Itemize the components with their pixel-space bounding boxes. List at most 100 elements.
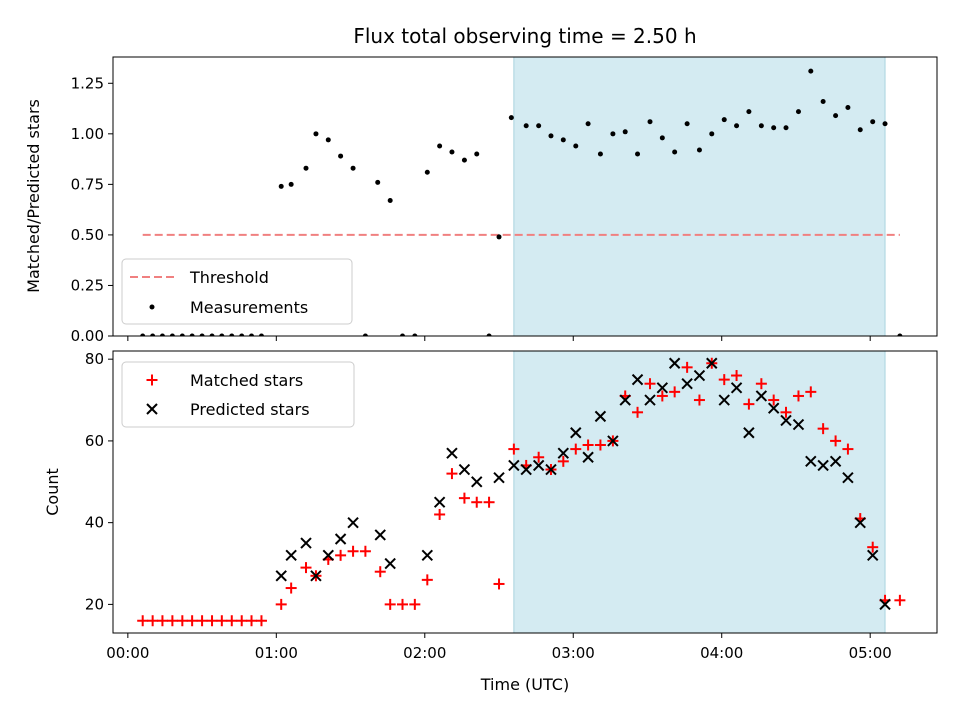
matched-star-point [397,598,409,610]
predicted-star-point [829,455,842,468]
matched-star-point [842,443,854,455]
predicted-star-point [681,377,693,390]
measurement-point [179,333,185,336]
predicted-star-point [508,459,520,472]
measurement-point [808,68,814,74]
bottom-y-axis-label: Count [43,468,62,516]
matched-star-point [186,615,198,627]
legend: Matched stars Predicted stars [121,361,355,428]
matched-star-point [780,406,792,418]
measurement-point [709,131,715,137]
predicted-star-point [384,557,396,570]
count-panel: 20 40 60 80 00:00 01:00 02:00 03:00 04:00 05:00 Ma… [85,350,938,662]
y-tick-label: 0.00 [71,327,104,345]
matched-star-point [894,594,906,606]
measurement-point [219,333,225,336]
predicted-star-point [334,533,347,545]
matched-star-point [206,615,218,627]
measurement-point [437,143,443,149]
measurement-point [833,113,839,119]
legend-box [121,361,355,428]
measurement-point [560,137,566,143]
matched-star-point [421,574,433,586]
measurement-point [734,123,740,129]
measurement-point [189,333,195,336]
matched-star-point [374,566,386,578]
y-tick-label: 0.25 [71,276,104,294]
predicted-star-point [594,410,607,423]
measurement-point [771,125,777,131]
measurement-point [313,131,319,137]
predicted-star-point [557,447,570,459]
x-axis-label: Time (UTC) [480,675,569,694]
matched-star-point [817,423,829,435]
legend-label-matched: Matched stars [190,371,303,390]
measurement-point [659,135,665,141]
measurement-point [258,333,264,336]
predicted-star-point [817,459,829,472]
matched-star-point [681,361,693,373]
predicted-star-point [668,357,681,369]
predicted-star-point [493,471,505,484]
measurement-point [585,121,591,127]
measurement-point [795,109,801,115]
matched-star-point [557,455,569,467]
measurement-point [635,151,641,157]
predicted-star-point [730,382,743,394]
predicted-star-point [300,537,312,549]
legend-box [121,258,353,325]
measurement-point [882,121,888,127]
matched-star-point [147,615,159,627]
measurement-point [229,333,235,336]
measurement-point [897,333,903,336]
matched-star-point [236,615,248,627]
measurement-point [199,333,205,336]
predicted-star-point [347,516,359,529]
matched-star-point [285,582,297,594]
matched-star-point [458,492,470,504]
predicted-star-point [693,369,706,382]
matched-star-point [434,508,446,520]
axes-frame [112,350,938,634]
predicted-star-point [755,390,768,402]
matched-star-point [533,451,545,463]
predicted-star-point [421,549,434,562]
measurement-point [400,333,406,336]
chart-title: Flux total observing time = 2.50 h [353,24,696,48]
measurement-point [684,121,690,127]
predicted-star-point [582,451,594,463]
predicted-star-point [322,549,334,562]
measurement-point [622,129,628,135]
measurement-point [278,183,284,189]
measurement-point [424,169,430,175]
measurement-point [496,234,502,240]
x-tick-label: 00:00 [106,644,149,662]
measurement-point [820,98,826,104]
matched-star-point [830,435,842,447]
matched-star-point [156,615,168,627]
measurement-point [696,147,702,153]
measurement-point [672,149,678,155]
predicted-star-point [310,570,322,582]
measurement-point [758,123,764,129]
measurement-point [412,333,418,336]
matched-star-point [300,562,312,574]
legend-label-predicted: Predicted stars [190,400,310,419]
matched-star-point [176,615,188,627]
predicted-star-point [631,373,644,386]
predicted-star-point [374,529,386,541]
measurement-point [159,333,165,336]
matched-star-point [644,378,656,390]
matched-star-point [632,406,644,418]
measurement-point [870,119,876,125]
legend: Threshold Measurements [121,258,353,325]
x-tick-label: 01:00 [255,644,298,662]
predicted-star-point [656,382,669,394]
measurement-point [461,157,467,163]
y-tick-label: 1.25 [71,74,104,92]
measurement-point [746,109,752,115]
ratio-panel: 0.00 0.25 0.50 0.75 1.00 1.25 Threshold Measure… [71,56,938,345]
predicted-star-point [570,427,582,439]
measurement-point [486,333,492,336]
matched-star-point [792,390,804,402]
